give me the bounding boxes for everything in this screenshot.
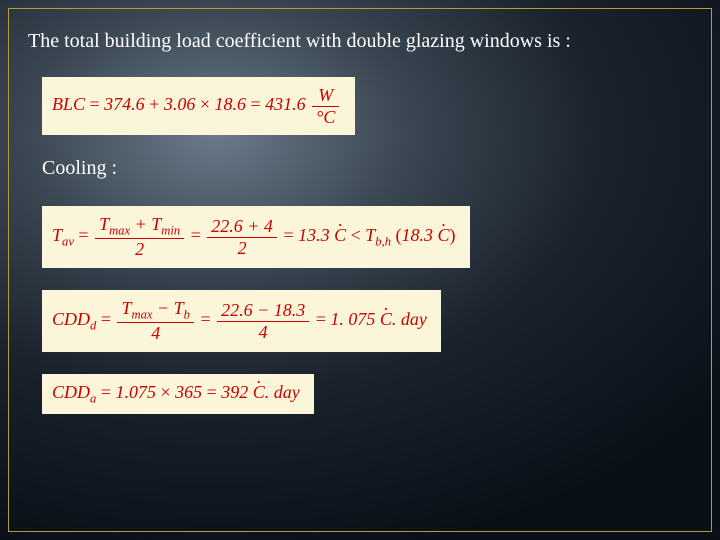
blc-t1: +: [149, 94, 159, 114]
blc-result: 431.6: [265, 94, 306, 114]
formula-cdda-box: CDDa = 1.075 × 365 = 392 C. day: [42, 374, 314, 415]
blc-unit-num: W: [312, 85, 339, 107]
formula-cdda: CDDa = 1.075 × 365 = 392 C. day: [52, 382, 300, 402]
cdda-unit-suffix: . day: [265, 382, 300, 402]
tav-rhs: T: [365, 225, 375, 245]
cdda-lhs-sub: a: [90, 391, 96, 405]
cdda-unit-c: C: [253, 382, 265, 403]
cdda-t1: ×: [160, 382, 170, 402]
cdda-result: 392: [221, 382, 248, 402]
cddd-val-frac: 22.6 − 18.3 4: [217, 300, 309, 342]
slide-content: The total building load coefficient with…: [0, 0, 720, 540]
tav-rhs-paren-value: 18.3: [402, 225, 434, 245]
blc-unit-den: °C: [312, 107, 339, 128]
tav-lhs: T: [52, 225, 62, 245]
formula-tav: Tav = Tmax + Tmin 2 = 22.6 + 4 2 = 13.3 …: [52, 225, 456, 245]
formula-cddd-box: CDDd = Tmax − Tb 4 = 22.6 − 18.3 4 = 1. …: [42, 290, 441, 352]
tav-mid-value: 13.3: [298, 225, 330, 245]
formula-blc: BLC = 374.6 + 3.06 × 18.6 = 431.6 W °C: [52, 94, 341, 114]
blc-lhs: BLC: [52, 94, 85, 114]
cdda-t0: 1.075: [115, 382, 156, 402]
blc-t2: 3.06: [164, 94, 196, 114]
blc-unit-fraction: W °C: [312, 85, 339, 127]
tav-rhs-paren-unit: C: [438, 225, 450, 246]
cdda-t2: 365: [175, 382, 202, 402]
tav-mid-unit: C: [334, 225, 346, 246]
cddd-result: 1. 075: [330, 309, 375, 329]
cddd-unit-suffix: . day: [392, 309, 427, 329]
blc-t3: ×: [200, 94, 210, 114]
cddd-unit-c: C: [380, 309, 392, 330]
cddd-lhs-sub: d: [90, 319, 96, 333]
formula-cddd: CDDd = Tmax − Tb 4 = 22.6 − 18.3 4 = 1. …: [52, 309, 427, 329]
page-heading: The total building load coefficient with…: [28, 30, 692, 53]
blc-t4: 18.6: [214, 94, 246, 114]
formula-tav-box: Tav = Tmax + Tmin 2 = 22.6 + 4 2 = 13.3 …: [42, 206, 470, 268]
tav-sym-frac: Tmax + Tmin 2: [95, 214, 184, 260]
cddd-sym-frac: Tmax − Tb 4: [117, 298, 193, 344]
blc-t0: 374.6: [104, 94, 145, 114]
tav-lhs-sub: av: [62, 235, 74, 249]
formula-blc-box: BLC = 374.6 + 3.06 × 18.6 = 431.6 W °C: [42, 77, 355, 135]
cddd-lhs: CDD: [52, 309, 90, 329]
cdda-lhs: CDD: [52, 382, 90, 402]
subheading-cooling: Cooling :: [42, 157, 692, 180]
tav-cmp: <: [351, 225, 361, 245]
tav-val-frac: 22.6 + 4 2: [207, 216, 277, 258]
tav-rhs-sub: b,h: [375, 235, 391, 249]
